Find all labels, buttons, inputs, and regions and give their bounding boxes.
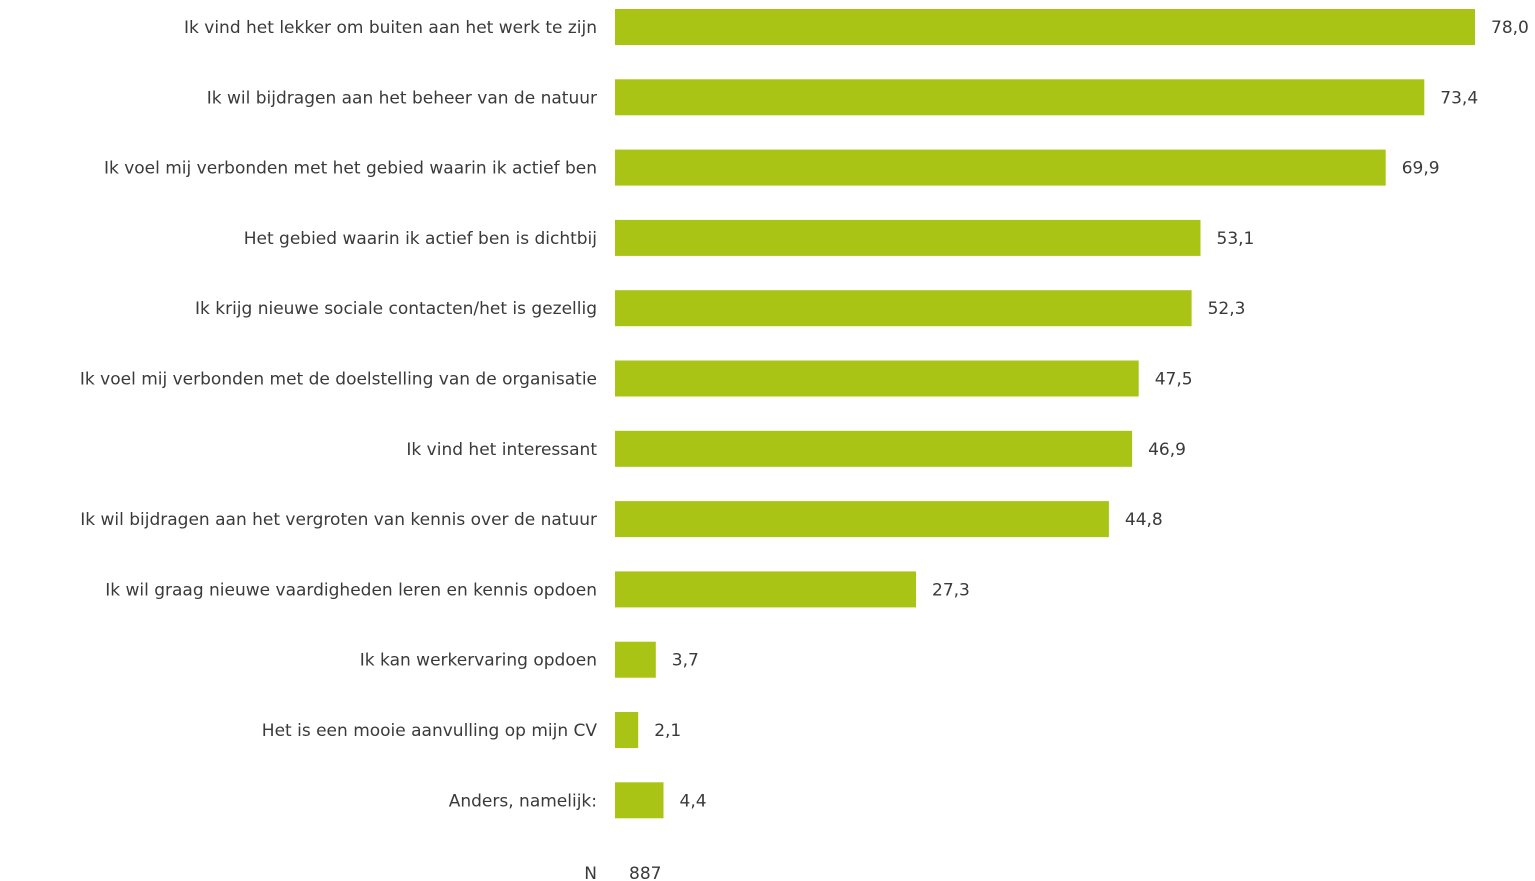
bar bbox=[615, 571, 916, 608]
category-label: Ik vind het interessant bbox=[406, 440, 597, 460]
value-label: 27,3 bbox=[932, 580, 970, 600]
value-label: 73,4 bbox=[1440, 88, 1478, 108]
sample-size-value: 887 bbox=[629, 864, 661, 881]
category-label: Ik voel mij verbonden met het gebied waa… bbox=[104, 159, 597, 179]
bar bbox=[615, 360, 1139, 397]
value-label: 78,0 bbox=[1491, 18, 1529, 38]
bar bbox=[615, 501, 1109, 538]
category-label: Ik krijg nieuwe sociale contacten/het is… bbox=[195, 299, 597, 319]
value-label: 4,4 bbox=[680, 791, 707, 811]
value-label: 3,7 bbox=[672, 651, 699, 671]
value-label: 46,9 bbox=[1148, 440, 1186, 460]
bar bbox=[615, 641, 656, 678]
category-label: Ik kan werkervaring opdoen bbox=[360, 651, 597, 671]
value-label: 69,9 bbox=[1402, 159, 1440, 179]
value-label: 47,5 bbox=[1155, 370, 1193, 390]
value-label: 53,1 bbox=[1217, 229, 1255, 249]
category-label: Ik wil graag nieuwe vaardigheden leren e… bbox=[105, 580, 597, 600]
bar bbox=[615, 79, 1425, 116]
value-label: 52,3 bbox=[1208, 299, 1246, 319]
category-label: Ik wil bijdragen aan het beheer van de n… bbox=[207, 88, 597, 108]
bar bbox=[615, 290, 1192, 327]
value-label: 2,1 bbox=[654, 721, 681, 741]
category-label: Ik vind het lekker om buiten aan het wer… bbox=[184, 18, 597, 38]
bar bbox=[615, 782, 664, 819]
category-labels-group: Ik vind het lekker om buiten aan het wer… bbox=[80, 18, 597, 811]
bar bbox=[615, 430, 1133, 467]
category-label: Anders, namelijk: bbox=[449, 791, 597, 811]
category-label: Ik wil bijdragen aan het vergroten van k… bbox=[80, 510, 597, 530]
bar bbox=[615, 149, 1386, 186]
bar bbox=[615, 712, 639, 748]
category-label: Het gebied waarin ik actief ben is dicht… bbox=[244, 229, 597, 249]
category-label: Het is een mooie aanvulling op mijn CV bbox=[262, 721, 598, 741]
bar bbox=[615, 9, 1475, 45]
value-labels-group: 78,0 73,4 69,9 53,1 52,3 47,5 46,9 44,8 27,3 3,7 2… bbox=[654, 18, 1529, 811]
bars-group bbox=[615, 9, 1475, 819]
sample-size-label: N bbox=[584, 864, 597, 881]
category-label: Ik voel mij verbonden met de doelstellin… bbox=[80, 370, 597, 390]
value-label: 44,8 bbox=[1125, 510, 1163, 530]
bar bbox=[615, 219, 1201, 256]
